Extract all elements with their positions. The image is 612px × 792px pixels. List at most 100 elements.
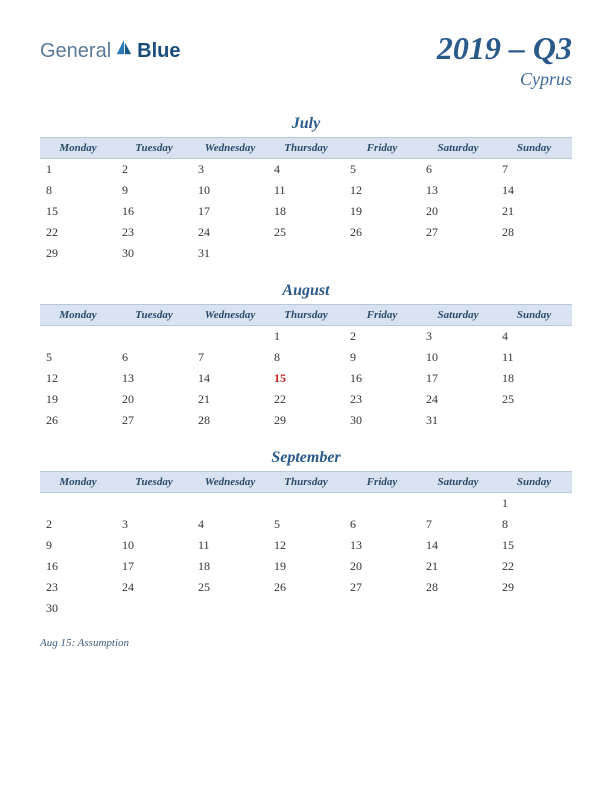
month-block: AugustMondayTuesdayWednesdayThursdayFrid… [40, 282, 572, 431]
calendar-day: 11 [192, 535, 268, 556]
page-subtitle: Cyprus [437, 69, 572, 90]
calendar-row: 891011121314 [40, 180, 572, 201]
calendar-row: 262728293031 [40, 410, 572, 431]
logo-sail-icon [115, 38, 133, 56]
calendar-row: 2345678 [40, 514, 572, 535]
weekday-header: Friday [344, 472, 420, 493]
calendar-day: 20 [344, 556, 420, 577]
weekday-header: Monday [40, 472, 116, 493]
calendar-day: 28 [420, 577, 496, 598]
calendar-day: 30 [116, 243, 192, 264]
calendar-day: 9 [40, 535, 116, 556]
calendar-day [40, 493, 116, 515]
calendar-day: 25 [496, 389, 572, 410]
calendar-row: 19202122232425 [40, 389, 572, 410]
calendar-day: 2 [116, 159, 192, 181]
calendar-day: 7 [496, 159, 572, 181]
logo-text-blue: Blue [137, 40, 180, 63]
calendar-day: 17 [192, 201, 268, 222]
calendar-day: 31 [420, 410, 496, 431]
calendar-day: 8 [40, 180, 116, 201]
calendar-day: 22 [496, 556, 572, 577]
calendar-day: 14 [192, 368, 268, 389]
calendar-day [40, 326, 116, 348]
calendar-day: 3 [116, 514, 192, 535]
calendar-row: 12131415161718 [40, 368, 572, 389]
calendar-day: 20 [420, 201, 496, 222]
calendar-day [116, 598, 192, 619]
calendar-day: 14 [420, 535, 496, 556]
calendar-day: 23 [344, 389, 420, 410]
calendar-day: 25 [268, 222, 344, 243]
weekday-header: Sunday [496, 472, 572, 493]
calendar-day: 31 [192, 243, 268, 264]
header: General Blue 2019 – Q3 Cyprus [40, 30, 572, 90]
calendar-day: 7 [420, 514, 496, 535]
calendar-day: 29 [496, 577, 572, 598]
month-block: SeptemberMondayTuesdayWednesdayThursdayF… [40, 449, 572, 619]
calendar-day: 26 [344, 222, 420, 243]
page-title: 2019 – Q3 [437, 30, 572, 67]
calendar-row: 22232425262728 [40, 222, 572, 243]
calendar-day: 11 [268, 180, 344, 201]
logo: General Blue [40, 38, 181, 64]
logo-text-general: General [40, 40, 111, 63]
calendar-day: 15 [496, 535, 572, 556]
calendar-day: 10 [192, 180, 268, 201]
calendar-day [344, 493, 420, 515]
calendar-day [496, 598, 572, 619]
calendar-day: 14 [496, 180, 572, 201]
calendar-day: 22 [40, 222, 116, 243]
calendar-day: 13 [344, 535, 420, 556]
calendar-day: 5 [268, 514, 344, 535]
calendar-row: 30 [40, 598, 572, 619]
calendar-day [496, 243, 572, 264]
weekday-header: Wednesday [192, 305, 268, 326]
calendar-day: 4 [496, 326, 572, 348]
calendar-day: 17 [420, 368, 496, 389]
calendars-container: JulyMondayTuesdayWednesdayThursdayFriday… [40, 115, 572, 619]
calendar-day: 3 [420, 326, 496, 348]
calendar-day: 24 [420, 389, 496, 410]
weekday-header: Tuesday [116, 305, 192, 326]
calendar-day: 6 [344, 514, 420, 535]
calendar-day [420, 598, 496, 619]
weekday-header: Saturday [420, 472, 496, 493]
calendar-row: 293031 [40, 243, 572, 264]
calendar-day: 26 [40, 410, 116, 431]
calendar-day: 9 [116, 180, 192, 201]
calendar-table: MondayTuesdayWednesdayThursdayFridaySatu… [40, 137, 572, 264]
calendar-day: 15 [268, 368, 344, 389]
calendar-day: 17 [116, 556, 192, 577]
calendar-row: 1 [40, 493, 572, 515]
calendar-day: 4 [268, 159, 344, 181]
weekday-header: Saturday [420, 138, 496, 159]
calendar-day: 30 [40, 598, 116, 619]
calendar-day: 29 [40, 243, 116, 264]
calendar-day: 1 [268, 326, 344, 348]
calendar-day: 30 [344, 410, 420, 431]
calendar-day: 1 [496, 493, 572, 515]
calendar-row: 1234 [40, 326, 572, 348]
holidays-note: Aug 15: Assumption [40, 637, 572, 649]
calendar-day: 16 [344, 368, 420, 389]
calendar-day: 29 [268, 410, 344, 431]
calendar-day: 26 [268, 577, 344, 598]
calendar-day: 18 [496, 368, 572, 389]
weekday-header: Wednesday [192, 472, 268, 493]
calendar-day: 11 [496, 347, 572, 368]
calendar-day: 22 [268, 389, 344, 410]
calendar-day: 12 [40, 368, 116, 389]
weekday-header: Monday [40, 305, 116, 326]
calendar-day: 16 [40, 556, 116, 577]
calendar-row: 23242526272829 [40, 577, 572, 598]
calendar-day: 10 [420, 347, 496, 368]
calendar-day [420, 243, 496, 264]
calendar-day [268, 493, 344, 515]
weekday-header: Thursday [268, 305, 344, 326]
calendar-day: 7 [192, 347, 268, 368]
weekday-header: Tuesday [116, 138, 192, 159]
calendar-day: 3 [192, 159, 268, 181]
calendar-table: MondayTuesdayWednesdayThursdayFridaySatu… [40, 471, 572, 619]
calendar-day [116, 493, 192, 515]
